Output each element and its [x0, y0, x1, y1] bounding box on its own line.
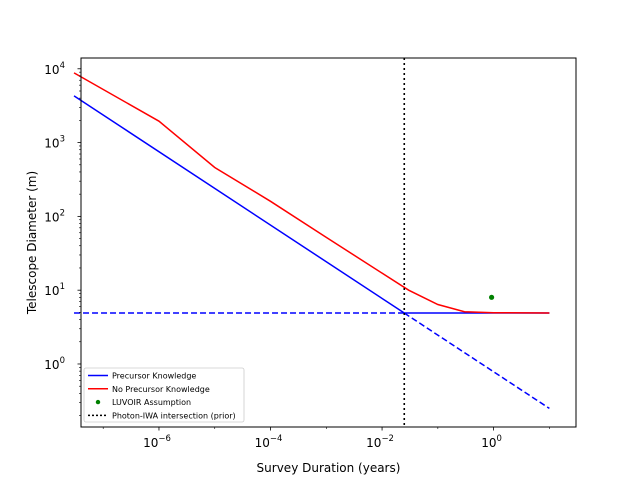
luvoir-point	[488, 294, 495, 300]
axes: 10−6 10−4 10−2 100 100 101 102 103 104	[44, 61, 550, 450]
y-axis-label: Telescope Diameter (m)	[25, 171, 39, 315]
legend-marker-luvoir	[95, 399, 101, 405]
legend-label: Precursor Knowledge	[112, 372, 196, 381]
x-tick-label: 10−6	[143, 434, 171, 450]
data-marks	[73, 58, 550, 427]
plot-frame	[80, 57, 577, 428]
legend-label: Photon-IWA intersection (prior)	[112, 411, 236, 420]
y-tick-label: 102	[44, 208, 65, 224]
legend-box	[83, 367, 245, 423]
series-line-1	[73, 72, 550, 314]
x-tick-label: 100	[481, 434, 502, 450]
y-tick-label: 100	[44, 356, 65, 372]
plot-area	[81, 58, 576, 427]
x-axis-label: Survey Duration (years)	[257, 461, 401, 475]
x-tick-label: 10−2	[366, 434, 394, 450]
series-line-3	[403, 312, 550, 410]
y-tick-label: 103	[44, 135, 65, 151]
y-tick-label: 104	[44, 61, 65, 77]
legend: Precursor Knowledge No Precursor Knowledg…	[83, 367, 245, 423]
y-tick-label: 101	[44, 282, 65, 298]
legend-label: LUVOIR Assumption	[112, 398, 191, 407]
x-tick-label: 10−4	[255, 434, 283, 450]
legend-label: No Precursor Knowledge	[112, 385, 210, 394]
